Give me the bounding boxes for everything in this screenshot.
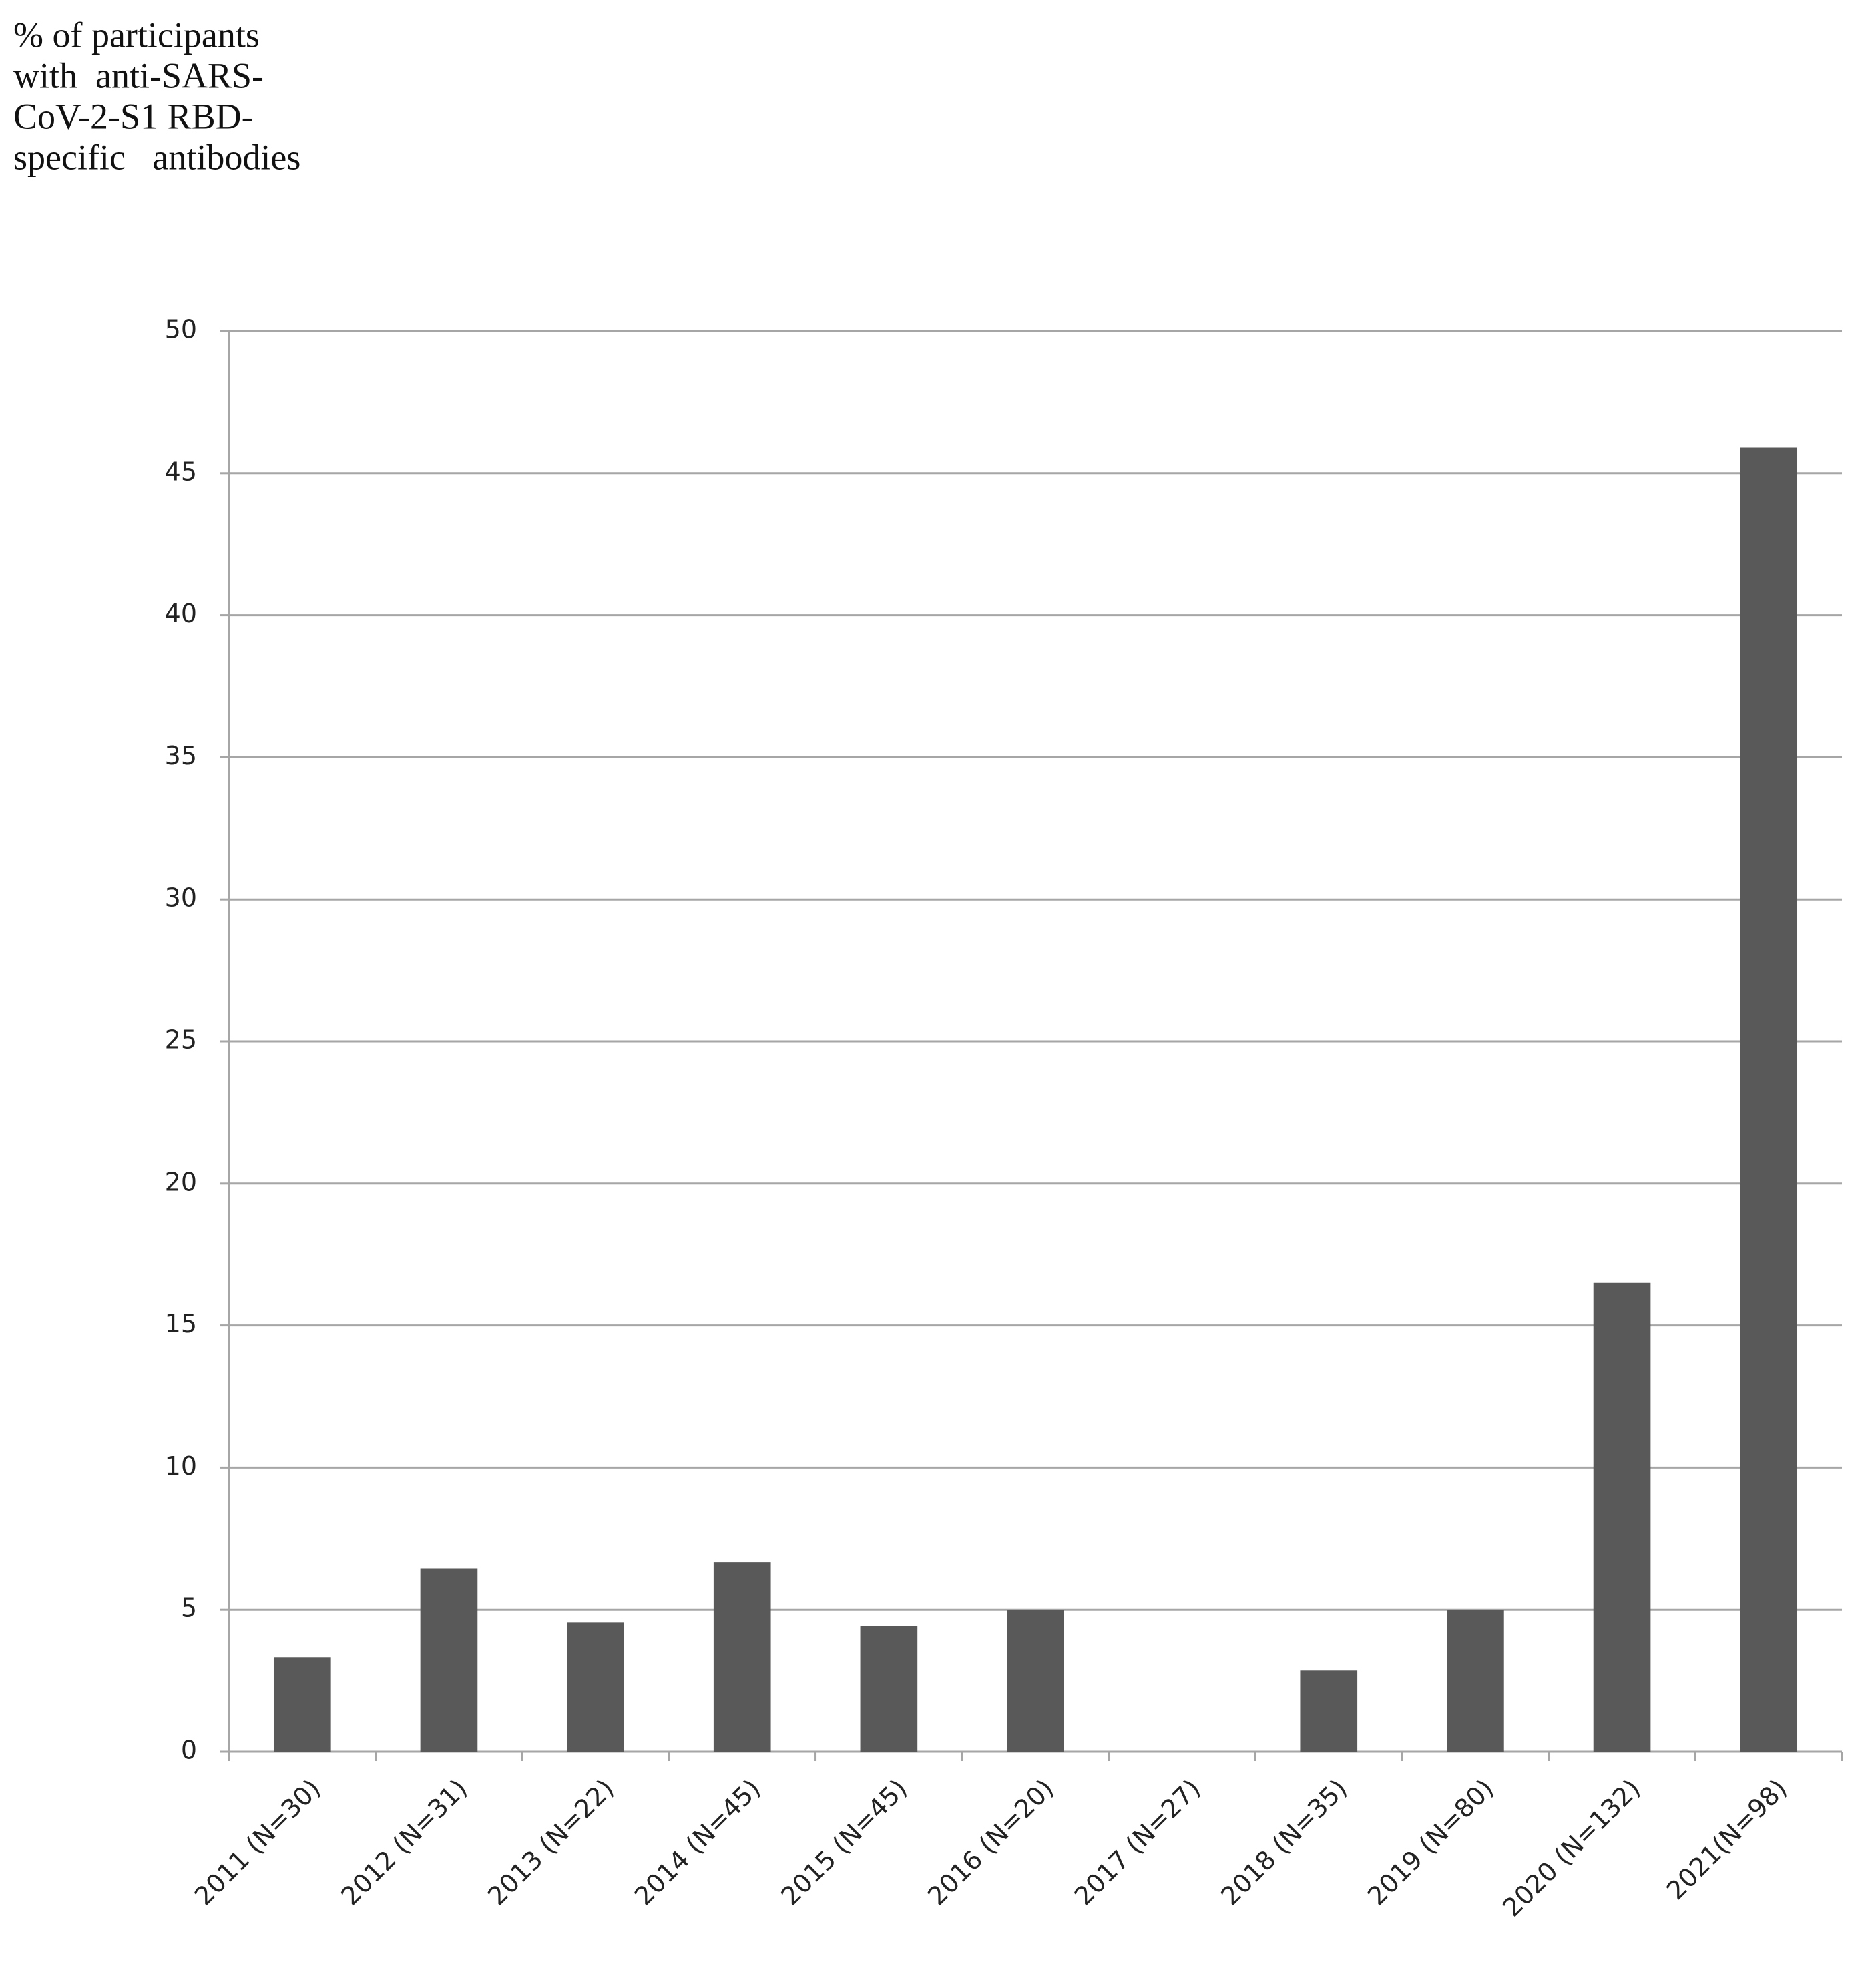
bar [420, 1568, 478, 1752]
bar [1740, 447, 1798, 1752]
y-axis-label: specific antibodies [13, 137, 300, 177]
bar [1593, 1282, 1651, 1752]
y-axis-label: with anti-SARS- [13, 55, 264, 95]
x-tick-label: 2018 (N=35) [1215, 1774, 1353, 1911]
x-tick-label: 2017 (N=27) [1069, 1774, 1206, 1911]
y-axis-label: % of participants [13, 15, 260, 55]
bar [1300, 1670, 1358, 1752]
bar [1007, 1610, 1064, 1752]
x-tick-label: 2020 (N=132) [1497, 1774, 1646, 1923]
y-tick-label: 40 [165, 599, 197, 628]
x-tick-label: 2012 (N=31) [335, 1774, 473, 1911]
y-tick-label: 0 [181, 1736, 197, 1765]
x-tick-label: 2011 (N=30) [189, 1774, 326, 1911]
y-tick-label: 35 [165, 741, 197, 770]
y-tick-label: 25 [165, 1025, 197, 1055]
y-tick-label: 10 [165, 1451, 197, 1481]
bar [273, 1657, 331, 1752]
x-tick-label: 2016 (N=20) [922, 1774, 1060, 1911]
y-tick-label: 30 [165, 883, 197, 913]
x-tick-label: 2021(N=98) [1661, 1774, 1793, 1905]
x-tick-label: 2014 (N=45) [629, 1774, 766, 1911]
y-tick-label: 45 [165, 457, 197, 486]
x-tick-label: 2015 (N=45) [775, 1774, 913, 1911]
y-tick-label: 15 [165, 1309, 197, 1338]
bar [567, 1622, 624, 1752]
bar [713, 1562, 771, 1752]
x-tick-label: 2019 (N=80) [1362, 1774, 1499, 1911]
x-tick-label: 2013 (N=22) [482, 1774, 620, 1911]
y-tick-label: 50 [165, 315, 197, 344]
bar [1447, 1610, 1504, 1752]
bar [860, 1626, 918, 1752]
y-axis-label: CoV-2-S1 RBD- [13, 96, 254, 136]
y-tick-label: 20 [165, 1167, 197, 1196]
y-tick-label: 5 [181, 1593, 197, 1623]
